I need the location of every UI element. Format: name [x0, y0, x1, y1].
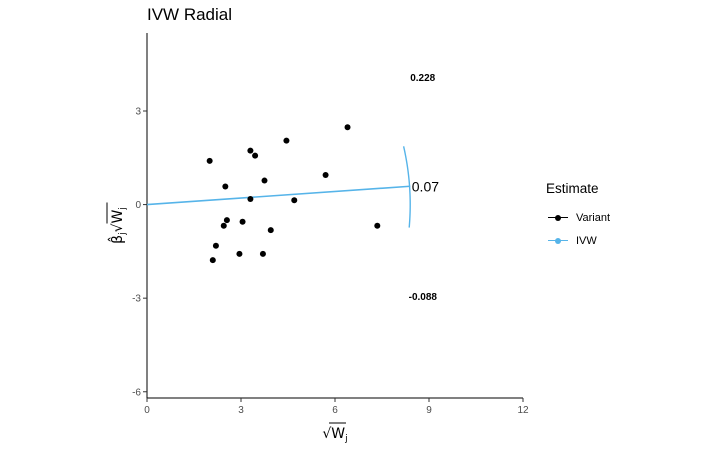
- variant-point: [206, 157, 213, 164]
- variant-point: [209, 257, 216, 264]
- variant-point: [222, 183, 229, 190]
- variant-point: [322, 171, 329, 178]
- y-tick-label: 0: [135, 200, 141, 211]
- axes: 0 3 6 9 12 -6 -3 0 3: [132, 33, 529, 416]
- legend-key-ivw: [546, 235, 570, 247]
- y-tick-label: 3: [135, 106, 141, 117]
- x-tick-label: 0: [144, 405, 150, 416]
- legend-key-variant: [546, 212, 570, 224]
- legend: Estimate Variant IVW: [546, 181, 610, 252]
- y-axis-label: β̂j√Wj: [107, 207, 128, 244]
- variant-point: [267, 227, 274, 234]
- variant-point: [236, 250, 243, 257]
- variant-point: [259, 250, 266, 257]
- x-tick-label: 3: [238, 405, 244, 416]
- y-tick-label: -3: [132, 294, 141, 305]
- chart-title: IVW Radial: [147, 5, 233, 24]
- variant-point: [223, 217, 230, 224]
- variant-point: [239, 218, 246, 225]
- y-axis-label-group: β̂j√Wj: [106, 202, 128, 244]
- variant-point: [344, 124, 351, 131]
- ivw-line: [146, 185, 411, 206]
- variant-point: [252, 152, 259, 159]
- legend-label-ivw: IVW: [576, 234, 597, 247]
- x-tick-label: 9: [426, 405, 432, 416]
- variant-point: [374, 222, 381, 229]
- variant-point: [291, 197, 298, 204]
- plot-marks: [146, 124, 411, 264]
- variant-point: [220, 222, 227, 229]
- variant-point: [212, 242, 219, 249]
- legend-item-variant: Variant: [546, 206, 610, 229]
- ivw-radial-arc: [402, 146, 411, 228]
- legend-item-ivw: IVW: [546, 229, 610, 252]
- variant-point: [247, 195, 254, 202]
- x-axis-label: √Wj: [322, 426, 347, 444]
- variant-point: [283, 137, 290, 144]
- slope-annotation: -0.088: [409, 292, 438, 303]
- slope-annotation: 0.07: [412, 178, 439, 194]
- variant-point: [247, 147, 254, 154]
- x-tick-label: 12: [517, 405, 529, 416]
- variant-point: [261, 177, 268, 184]
- legend-label-variant: Variant: [576, 211, 611, 224]
- legend-title: Estimate: [546, 181, 599, 196]
- x-tick-label: 6: [332, 405, 338, 416]
- y-tick-label: -6: [132, 387, 141, 398]
- slope-annotation: 0.228: [410, 73, 435, 84]
- axis-labels: 0.228 0.07 -0.088 √Wj β̂j√Wj: [106, 73, 439, 444]
